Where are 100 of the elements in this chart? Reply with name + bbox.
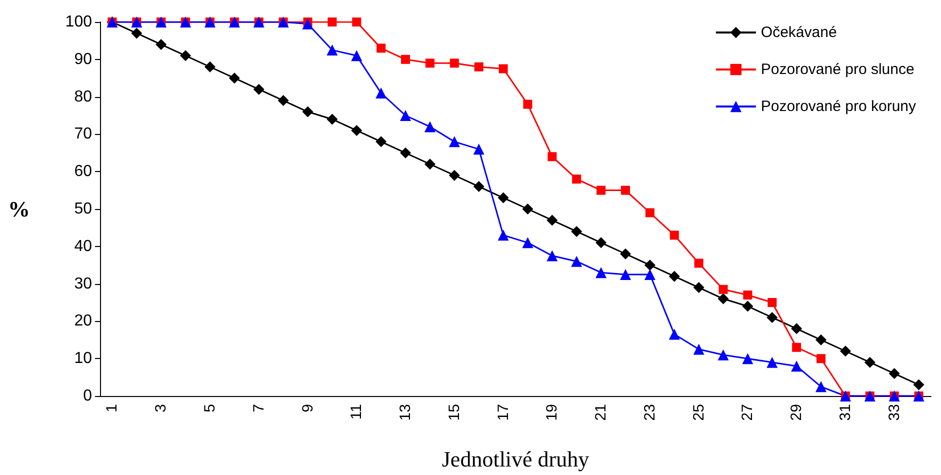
- x-tick-label: 21: [592, 404, 610, 421]
- point: [766, 356, 778, 368]
- point: [816, 334, 827, 346]
- point: [546, 250, 558, 262]
- point: [864, 356, 876, 368]
- point: [766, 312, 778, 323]
- point: [644, 268, 656, 280]
- point: [571, 226, 582, 237]
- point: [792, 342, 802, 352]
- point: [498, 64, 508, 74]
- point: [742, 300, 754, 312]
- y-axis-title: %: [8, 196, 30, 222]
- point: [473, 181, 484, 192]
- point: [448, 170, 460, 181]
- point: [572, 174, 582, 184]
- x-tick-label: 13: [397, 404, 414, 421]
- point: [424, 121, 436, 132]
- point: [596, 267, 607, 278]
- point: [424, 158, 436, 170]
- y-tick-label: 0: [83, 388, 92, 404]
- y-tick-label: 30: [74, 275, 92, 292]
- point: [596, 186, 606, 195]
- point: [913, 379, 924, 390]
- point: [326, 114, 338, 125]
- point: [620, 248, 631, 260]
- x-tick-label: 27: [739, 404, 756, 421]
- point: [376, 88, 387, 99]
- point: [791, 323, 802, 334]
- y-tick-label: 80: [74, 88, 92, 106]
- x-tick-label: 29: [788, 404, 806, 421]
- point: [328, 18, 337, 26]
- y-tick-label: 70: [74, 126, 92, 143]
- point: [522, 237, 534, 248]
- point: [523, 100, 532, 109]
- x-tick-label: 19: [544, 404, 561, 421]
- x-axis-title: Jednotlivé druhy: [442, 446, 590, 472]
- point: [400, 110, 412, 121]
- point: [816, 354, 826, 364]
- point: [718, 293, 729, 304]
- x-tick-label: 15: [446, 404, 463, 421]
- x-tick-label: 33: [886, 404, 903, 421]
- point: [450, 58, 459, 68]
- x-tick-label: 25: [690, 404, 708, 421]
- point: [351, 50, 362, 62]
- x-tick-label: 31: [836, 404, 854, 421]
- legend-label: Pozorované pro koruny: [760, 98, 916, 115]
- x-tick-label: 11: [348, 404, 366, 420]
- point: [694, 258, 704, 268]
- point: [425, 58, 434, 68]
- point: [668, 328, 680, 340]
- x-tick-label: 23: [641, 404, 658, 421]
- point: [448, 136, 460, 148]
- point: [743, 290, 752, 300]
- legend-label: Očekávané: [760, 24, 837, 41]
- x-tick-label: 17: [494, 404, 512, 421]
- point: [376, 44, 386, 53]
- point: [228, 72, 240, 84]
- point: [645, 208, 654, 218]
- point: [620, 186, 630, 195]
- point: [156, 38, 167, 50]
- point: [401, 54, 410, 64]
- point: [596, 237, 607, 248]
- point: [376, 136, 387, 148]
- point: [693, 282, 704, 294]
- point: [718, 349, 729, 360]
- point: [816, 381, 827, 392]
- point: [204, 61, 216, 72]
- point: [742, 353, 754, 364]
- y-tick-label: 50: [74, 200, 92, 218]
- x-tick-label: 7: [250, 404, 268, 412]
- point: [670, 230, 679, 240]
- point: [278, 95, 289, 106]
- point: [253, 84, 264, 95]
- point: [620, 268, 631, 280]
- point: [522, 204, 534, 214]
- y-tick-label: 40: [74, 238, 92, 255]
- point: [668, 270, 680, 282]
- legend-label: Pozorované pro slunce: [760, 61, 914, 78]
- point: [498, 230, 509, 241]
- y-tick-label: 100: [65, 14, 92, 30]
- point: [474, 62, 484, 72]
- point: [400, 147, 412, 158]
- point: [302, 18, 314, 30]
- point: [473, 144, 484, 155]
- point: [498, 192, 509, 204]
- x-tick-label: 5: [201, 404, 218, 412]
- point: [840, 346, 851, 357]
- point: [693, 344, 704, 355]
- y-tick-label: 60: [74, 163, 92, 180]
- point: [326, 44, 338, 56]
- x-tick-label: 3: [152, 404, 170, 412]
- point: [888, 368, 900, 380]
- point: [352, 18, 362, 26]
- point: [546, 214, 558, 226]
- point: [302, 106, 314, 118]
- point: [548, 152, 557, 162]
- y-tick-label: 20: [74, 312, 92, 330]
- x-tick-label: 9: [299, 404, 316, 412]
- point: [768, 298, 777, 307]
- point: [791, 360, 802, 372]
